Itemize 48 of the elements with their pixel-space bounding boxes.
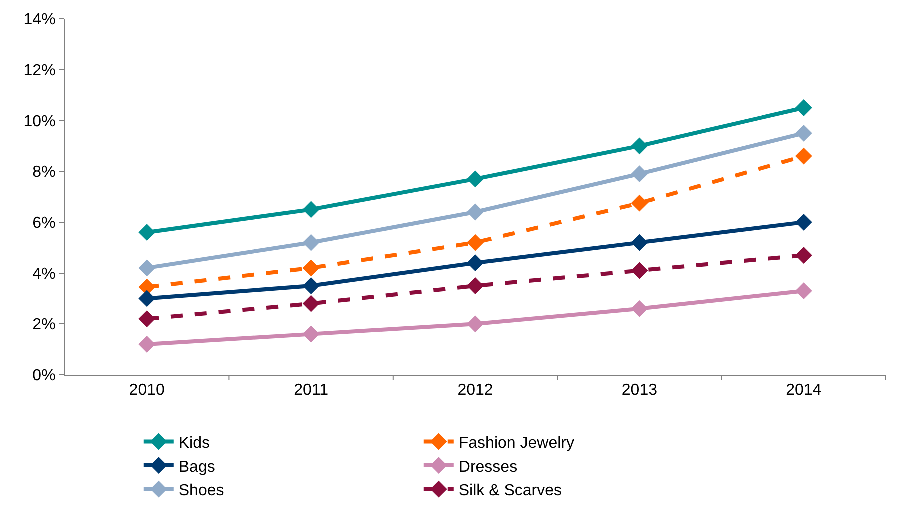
point [631,194,648,212]
x-tick-label: 2010 [129,382,165,400]
point [302,234,320,252]
legend-label: Dresses [458,458,518,476]
point [795,124,812,142]
legend-label: Kids [178,434,210,452]
y-tick-label: 10% [24,113,56,130]
point [467,316,484,333]
point [631,262,648,280]
y-tick-label: 8% [32,164,56,182]
point [467,278,484,294]
x-tick-label: 2012 [458,382,494,400]
x-tick-label: 2011 [294,382,329,400]
point [138,336,156,353]
point [467,254,484,272]
point [302,326,320,343]
y-tick-label: 0% [32,368,56,385]
legend-label: Bags [178,458,216,476]
legend-label: Silk & Scarves [458,482,562,500]
point [795,282,812,300]
point [302,278,320,294]
y-tick-label: 12% [24,62,56,80]
point [795,100,812,116]
point [467,204,484,221]
y-tick-label: 2% [32,316,56,334]
point [795,148,812,165]
point [138,290,156,308]
point [138,260,156,277]
point [631,234,648,252]
point [302,201,320,218]
x-tick-label: 2013 [622,382,658,400]
legend-label: Shoes [178,482,224,500]
point [302,260,320,277]
point [631,166,648,183]
y-tick-label: 4% [32,266,56,283]
point [467,170,484,188]
point [138,310,156,328]
point [138,224,156,242]
point [467,234,484,252]
point [795,247,812,264]
y-tick-label: 6% [32,215,56,232]
legend-label: Fashion Jewelry [458,434,574,452]
x-tick-label: 2014 [786,382,822,400]
y-tick-label: 14% [24,12,56,29]
point [631,138,648,155]
point [302,295,320,312]
point [795,214,812,231]
point [631,300,648,318]
